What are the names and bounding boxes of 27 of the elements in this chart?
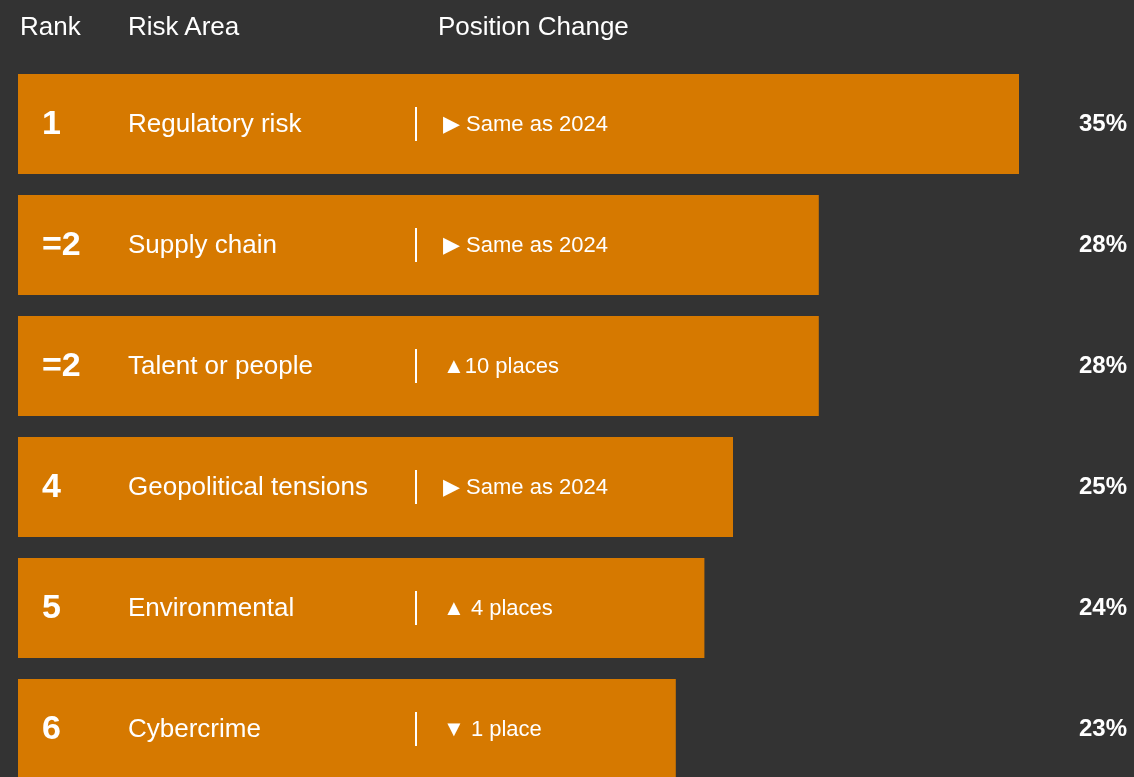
annotation: ▶ Same as 2024: [443, 232, 608, 257]
annotation: ▲ 4 places: [443, 595, 553, 620]
y-tick-label: Cybercrime: [128, 713, 261, 743]
y-tick-label: Environmental: [128, 592, 295, 622]
y-axis-title: Risk Area: [128, 11, 240, 41]
annotation: =2: [42, 224, 81, 262]
data-label: 35%: [1078, 109, 1127, 136]
annotation: ▼ 1 place: [443, 716, 542, 741]
annotation: 5: [42, 587, 61, 625]
y-tick-label: Regulatory risk: [128, 108, 303, 138]
data-label: 25%: [1078, 472, 1127, 499]
text: Position Change: [438, 11, 629, 41]
data-label: 28%: [1078, 230, 1127, 257]
annotation: 1: [42, 103, 61, 141]
annotation: 6: [42, 708, 61, 746]
data-label: 28%: [1078, 351, 1127, 378]
y-tick-label: Talent or people: [128, 350, 314, 380]
annotation: ▶ Same as 2024: [443, 111, 608, 136]
annotation: ▲10 places: [443, 353, 559, 378]
y-tick-label: Geopolitical tensions: [128, 471, 368, 501]
text: Rank: [20, 11, 82, 41]
y-tick-label: Supply chain: [128, 229, 277, 259]
annotation: ▶ Same as 2024: [443, 474, 608, 499]
data-label: 23%: [1078, 714, 1127, 741]
data-label: 24%: [1078, 593, 1127, 620]
annotation: 4: [42, 466, 61, 504]
annotation: =2: [42, 345, 81, 383]
